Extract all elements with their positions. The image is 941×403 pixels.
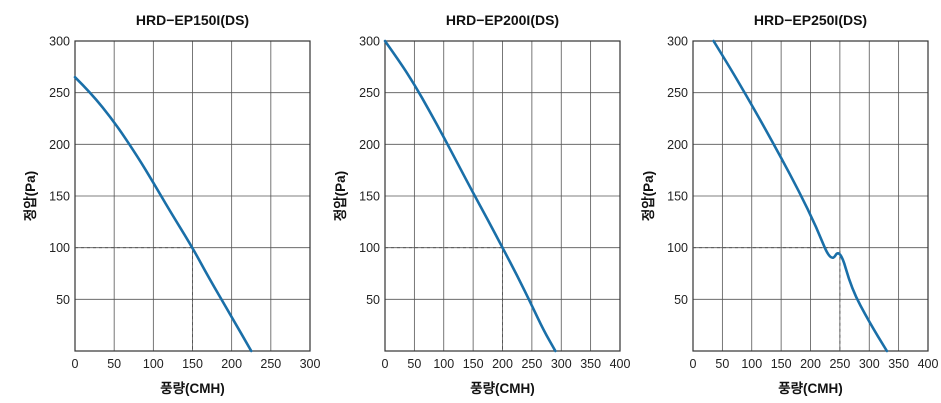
x-tick-label: 100 [143, 357, 164, 371]
x-tick-label: 350 [580, 357, 601, 371]
y-axis-label: 정압(Pa) [332, 171, 348, 221]
reference-line [385, 247, 503, 351]
x-axis-label: 풍량(CMH) [778, 381, 843, 396]
series-line [383, 39, 557, 353]
x-tick-label: 250 [260, 357, 281, 371]
y-tick-label: 50 [56, 293, 70, 307]
x-tick-label: 200 [221, 357, 242, 371]
chart-hrd-ep150i: HRD−EP150I(DS) 풍량(CMH) 정압(Pa) 0 50 100 150 2… [22, 12, 320, 396]
x-tick-label: 400 [918, 357, 939, 371]
y-tick-label: 100 [49, 241, 70, 255]
y-tick-label: 50 [674, 293, 688, 307]
plot-frame [74, 40, 311, 352]
x-tick-label: 0 [72, 357, 79, 371]
y-tick-label: 200 [667, 138, 688, 152]
y-tick-label: 100 [667, 241, 688, 255]
reference-line [693, 247, 841, 351]
y-tick-label: 50 [366, 293, 380, 307]
y-axis-label: 정압(Pa) [640, 171, 656, 221]
y-tick-label: 200 [359, 138, 380, 152]
series-line [73, 75, 253, 353]
x-axis-label: 풍량(CMH) [160, 381, 225, 396]
y-tick-label: 300 [49, 35, 70, 49]
x-tick-label: 250 [829, 357, 850, 371]
x-tick-label: 300 [551, 357, 572, 371]
x-tick-label: 50 [407, 357, 421, 371]
x-tick-label: 0 [382, 357, 389, 371]
y-tick-label: 250 [667, 86, 688, 100]
x-tick-label: 100 [433, 357, 454, 371]
x-tick-label: 350 [888, 357, 909, 371]
series-line [712, 39, 889, 353]
x-tick-label: 300 [859, 357, 880, 371]
y-tick-label: 300 [359, 35, 380, 49]
x-tick-label: 400 [610, 357, 631, 371]
x-tick-label: 150 [182, 357, 203, 371]
x-tick-label: 200 [800, 357, 821, 371]
x-tick-label: 200 [492, 357, 513, 371]
x-tick-label: 0 [690, 357, 697, 371]
chart-hrd-ep250i: HRD−EP250I(DS) 풍량(CMH) 정압(Pa) 0 50 100 150 2… [640, 12, 938, 396]
chart-title: HRD−EP200I(DS) [446, 12, 559, 28]
y-tick-label: 150 [359, 190, 380, 204]
chart-hrd-ep200i: HRD−EP200I(DS) 풍량(CMH) 정압(Pa) 0 50 100 150 2… [332, 12, 630, 396]
x-tick-label: 50 [715, 357, 729, 371]
y-tick-label: 200 [49, 138, 70, 152]
y-tick-label: 250 [49, 86, 70, 100]
x-axis-label: 풍량(CMH) [470, 381, 535, 396]
x-tick-label: 50 [107, 357, 121, 371]
plot-frame [692, 40, 929, 352]
x-tick-label: 300 [300, 357, 321, 371]
x-tick-label: 150 [771, 357, 792, 371]
y-axis-label: 정압(Pa) [22, 171, 38, 221]
y-tick-label: 150 [49, 190, 70, 204]
x-tick-label: 250 [521, 357, 542, 371]
y-tick-label: 100 [359, 241, 380, 255]
reference-line [75, 247, 193, 351]
y-tick-label: 150 [667, 190, 688, 204]
y-tick-label: 250 [359, 86, 380, 100]
x-tick-label: 100 [741, 357, 762, 371]
chart-title: HRD−EP250I(DS) [754, 12, 867, 28]
y-tick-label: 300 [667, 35, 688, 49]
chart-title: HRD−EP150I(DS) [136, 12, 249, 28]
x-tick-label: 150 [463, 357, 484, 371]
plot-frame [384, 40, 621, 352]
